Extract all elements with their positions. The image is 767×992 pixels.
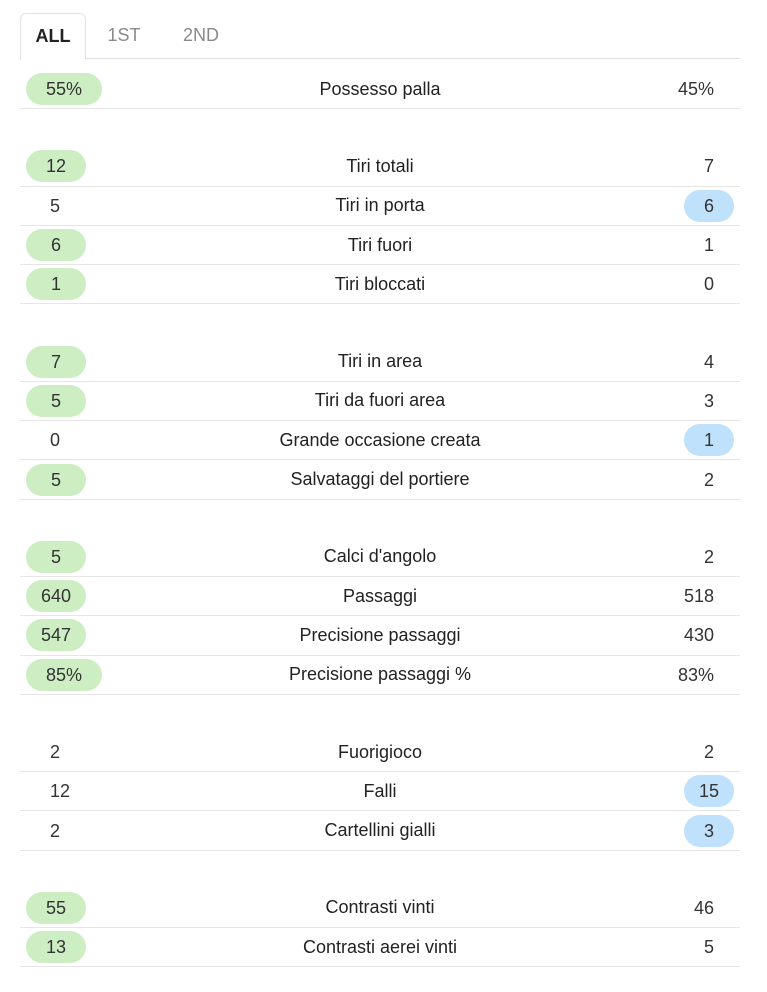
stat-group: 55% Possesso palla 45% [20, 70, 740, 110]
home-value: 2 [50, 742, 61, 762]
away-value: 3 [703, 390, 714, 411]
stat-label: Precisione passaggi [299, 624, 461, 645]
away-value: 518 [683, 586, 714, 607]
stat-label: Precisione passaggi % [288, 664, 472, 685]
home-value: 640 [26, 580, 86, 613]
away-value: 46 [693, 897, 714, 918]
stat-row: 2 Cartellini gialli 3 [20, 811, 740, 851]
stat-row: 13 Contrasti aerei vinti 5 [20, 928, 740, 968]
away-value: 15 [684, 775, 734, 808]
stat-row: 2 Fuorigioco 2 [20, 733, 740, 773]
stat-label: Fuorigioco [337, 741, 423, 762]
stat-label: Tiri da fuori area [314, 390, 446, 411]
stat-label: Tiri fuori [347, 234, 413, 255]
home-value: 12 [50, 781, 71, 802]
home-value: 2 [50, 820, 61, 841]
home-value: 0 [50, 430, 61, 451]
home-value: 12 [26, 150, 86, 183]
stat-row: 5 Calci d'angolo 2 [20, 538, 740, 577]
period-tabs: ALL 1ST 2ND [20, 13, 740, 60]
stat-label: Passaggi [342, 585, 418, 606]
away-value: 2 [703, 742, 714, 762]
stat-row: 640 Passaggi 518 [20, 577, 740, 617]
stat-row: 0 Grande occasione creata 1 [20, 421, 740, 461]
home-value: 5 [26, 463, 86, 496]
stat-row: 55% Possesso palla 45% [20, 70, 740, 110]
stat-row: 55 Contrasti vinti 46 [20, 889, 740, 929]
stat-row: 7 Tiri in area 4 [20, 342, 740, 382]
away-value: 3 [684, 814, 734, 847]
stat-label: Tiri bloccati [334, 273, 426, 294]
stat-label: Tiri in porta [335, 195, 425, 216]
stat-row: 85% Precisione passaggi % 83% [20, 656, 740, 695]
away-value: 45% [677, 79, 714, 100]
stat-label: Calci d'angolo [323, 546, 437, 567]
stat-label: Possesso palla [319, 78, 441, 99]
away-value: 2 [703, 469, 714, 490]
home-value: 85% [26, 658, 102, 691]
stat-row: 1 Tiri bloccati 0 [20, 265, 740, 305]
away-value: 7 [703, 156, 714, 177]
stat-row: 12 Tiri totali 7 [20, 147, 740, 187]
stat-label: Contrasti aerei vinti [302, 936, 458, 957]
home-value: 55 [26, 891, 86, 924]
stat-row: 5 Tiri da fuori area 3 [20, 382, 740, 422]
stat-label: Grande occasione creata [279, 429, 481, 450]
stat-row: 12 Falli 15 [20, 772, 740, 812]
stat-group: 5 Calci d'angolo 2 640 Passaggi 518 547 Precisi… [20, 538, 740, 695]
stat-group: 2 Fuorigioco 2 12 Falli 15 2 Cartellini gialli 3 [20, 733, 740, 851]
away-value: 430 [683, 625, 714, 646]
away-value: 5 [703, 937, 714, 958]
stat-group: 7 Tiri in area 4 5 Tiri da fuori area 3 0 Grand… [20, 342, 740, 500]
stat-group: 12 Tiri totali 7 5 Tiri in porta 6 6 Tiri fuori… [20, 147, 740, 305]
stat-label: Tiri in area [337, 351, 423, 372]
home-value: 55% [26, 73, 102, 106]
home-value: 6 [26, 229, 86, 262]
away-value: 0 [703, 274, 714, 295]
stat-row: 6 Tiri fuori 1 [20, 226, 740, 266]
home-value: 5 [26, 540, 86, 573]
tab-all[interactable]: ALL [20, 13, 86, 60]
stat-label: Salvataggi del portiere [290, 469, 470, 490]
away-value: 6 [684, 189, 734, 222]
home-value: 7 [26, 345, 86, 378]
match-stats-list: 55% Possesso palla 45% 12 Tiri totali 7 5 Tiri … [20, 70, 740, 992]
away-value: 1 [703, 235, 714, 256]
tab-2nd[interactable]: 2ND [182, 25, 219, 45]
stat-label: Cartellini gialli [324, 820, 436, 841]
home-value: 13 [26, 931, 86, 964]
stat-row: 5 Tiri in porta 6 [20, 187, 740, 226]
stat-label: Contrasti vinti [325, 897, 435, 918]
stat-row: 547 Precisione passaggi 430 [20, 616, 740, 656]
home-value: 1 [26, 268, 86, 301]
stat-row: 5 Salvataggi del portiere 2 [20, 460, 740, 500]
stat-label: Tiri totali [346, 155, 414, 176]
home-value: 5 [26, 384, 86, 417]
tab-1st[interactable]: 1ST [107, 25, 141, 45]
stat-label: Falli [363, 780, 397, 801]
away-value: 4 [703, 351, 714, 372]
away-value: 1 [684, 424, 734, 457]
away-value: 83% [677, 664, 714, 685]
home-value: 5 [50, 195, 61, 216]
home-value: 547 [26, 619, 86, 652]
away-value: 2 [703, 546, 714, 567]
stat-group: 55 Contrasti vinti 46 13 Contrasti aerei vin… [20, 889, 740, 968]
